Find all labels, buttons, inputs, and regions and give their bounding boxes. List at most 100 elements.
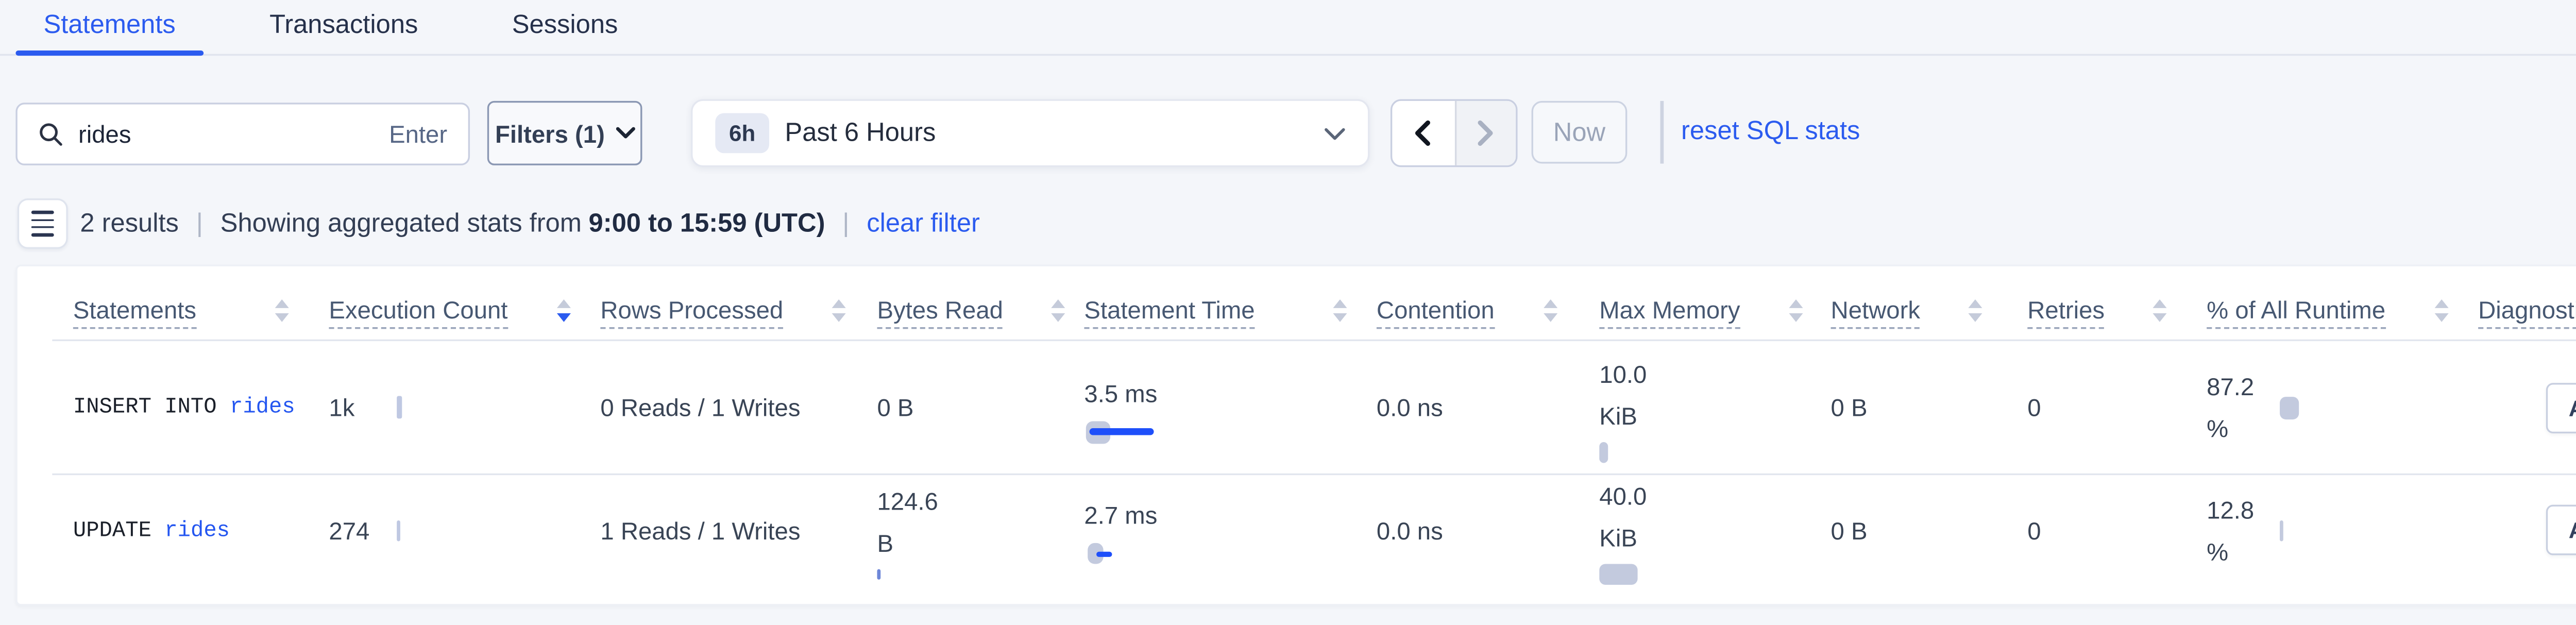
now-button-label: Now — [1553, 117, 1606, 147]
col-header-contention[interactable]: Contention — [1376, 296, 1599, 339]
sort-arrows-icon — [1543, 299, 1557, 322]
reset-sql-stats-link[interactable]: reset SQL stats — [1681, 116, 1860, 146]
max-memory-cell: 10.0 KiB — [1599, 352, 1831, 462]
execution-count-cell: 1k — [329, 386, 600, 428]
execution-count-bar — [397, 396, 402, 419]
column-selector-button[interactable] — [17, 198, 68, 249]
bytes-read-bar — [877, 569, 881, 580]
statement-time-bar — [1084, 420, 1223, 443]
bytes-read-cell: 0 B — [877, 393, 914, 421]
rows-processed-cell: 0 Reads / 1 Writes — [600, 393, 801, 421]
sort-arrows-icon — [1789, 299, 1803, 322]
tab-sessions-label: Sessions — [512, 10, 618, 40]
reset-sql-stats-label: reset SQL stats — [1681, 116, 1860, 146]
statement-table-name: rides — [164, 517, 230, 543]
statement-time-cell: 2.7 ms — [1084, 494, 1376, 565]
bytes-read-cell: 124.6 B — [877, 480, 1084, 580]
pct-runtime-cell: 12.8 % — [2207, 488, 2478, 572]
mean-bar — [1096, 551, 1112, 556]
max-memory-cell: 40.0 KiB — [1599, 475, 1831, 585]
active-tab-underline — [15, 50, 204, 56]
filters-label: Filters (1) — [495, 119, 605, 147]
pct-runtime-cell: 87.2 % — [2207, 365, 2478, 449]
chevron-right-icon — [1478, 120, 1494, 146]
toolbar-divider — [1660, 100, 1663, 164]
tab-transactions-label: Transactions — [269, 10, 418, 40]
diagnostics-cell: Activate — [2478, 382, 2576, 433]
filters-button[interactable]: Filters (1) — [487, 100, 642, 165]
sort-arrows-icon — [1333, 299, 1347, 322]
statement-link[interactable]: UPDATE rides — [73, 509, 329, 551]
results-separator: | — [196, 208, 203, 238]
statement-table-name: rides — [229, 395, 295, 420]
search-enter-hint: Enter — [389, 120, 448, 148]
statement-keyword: INSERT INTO — [73, 395, 217, 420]
time-range-arrow-group — [1390, 99, 1518, 167]
time-range-dropdown[interactable]: 6h Past 6 Hours — [691, 99, 1370, 167]
results-range-text: Showing aggregated stats from 9:00 to 15:… — [220, 208, 825, 238]
statements-table-card: Statements Execution Count Rows Processe… — [15, 264, 2576, 606]
col-header-retries[interactable]: Retries — [2027, 296, 2207, 339]
results-summary: 2 results | Showing aggregated stats fro… — [80, 207, 980, 239]
clear-filter-link[interactable]: clear filter — [867, 208, 980, 238]
max-memory-bar — [1599, 564, 1638, 585]
col-header-network[interactable]: Network — [1831, 296, 2028, 339]
chevron-left-icon — [1415, 120, 1431, 146]
col-header-execution-count[interactable]: Execution Count — [329, 296, 600, 339]
execution-count-cell: 274 — [329, 509, 600, 551]
contention-cell: 0.0 ns — [1376, 393, 1443, 421]
chevron-down-icon — [1325, 126, 1346, 140]
statement-time-bar — [1084, 543, 1223, 566]
tab-bar: Statements Transactions Sessions — [0, 0, 2576, 56]
col-header-max-memory[interactable]: Max Memory — [1599, 296, 1831, 339]
sort-arrows-icon-active-desc — [556, 299, 571, 322]
time-range-badge: 6h — [715, 113, 770, 154]
tab-statements-label: Statements — [43, 10, 176, 40]
col-header-pct-runtime[interactable]: % of All Runtime — [2207, 296, 2478, 339]
sort-arrows-icon — [832, 299, 846, 322]
retries-cell: 0 — [2027, 393, 2041, 421]
sort-arrows-icon — [2153, 299, 2167, 322]
mean-bar — [1089, 428, 1154, 435]
results-range-bold: 9:00 to 15:59 (UTC) — [588, 208, 825, 238]
sort-arrows-icon — [1969, 299, 1983, 322]
statement-time-cell: 3.5 ms — [1084, 371, 1376, 443]
diagnostics-cell: Activate — [2478, 504, 2576, 555]
now-button[interactable]: Now — [1531, 100, 1628, 164]
next-interval-button[interactable] — [1454, 100, 1516, 165]
previous-interval-button[interactable] — [1392, 101, 1454, 165]
network-cell: 0 B — [1831, 516, 1868, 544]
pct-runtime-bar — [2280, 519, 2283, 540]
col-header-diagnostics[interactable]: Diagnostics — [2478, 296, 2576, 339]
rows-processed-cell: 1 Reads / 1 Writes — [600, 516, 801, 544]
col-header-rows-processed[interactable]: Rows Processed — [600, 296, 877, 339]
col-header-statements[interactable]: Statements — [73, 296, 329, 339]
retries-cell: 0 — [2027, 516, 2041, 544]
sort-arrows-icon — [2434, 299, 2448, 322]
table-header-row: Statements Execution Count Rows Processe… — [52, 266, 2576, 342]
table-row: UPDATE rides 274 1 Reads / 1 Writes 124.… — [52, 475, 2576, 585]
tab-sessions[interactable]: Sessions — [484, 0, 646, 54]
chevron-down-icon — [615, 127, 635, 140]
search-input[interactable]: rides Enter — [15, 103, 470, 165]
tab-statements[interactable]: Statements — [15, 0, 204, 56]
network-cell: 0 B — [1831, 393, 1868, 421]
table-row: INSERT INTO rides 1k 0 Reads / 1 Writes … — [52, 341, 2576, 476]
statement-keyword: UPDATE — [73, 517, 151, 543]
contention-cell: 0.0 ns — [1376, 516, 1443, 544]
activate-diagnostics-button[interactable]: Activate — [2546, 504, 2576, 555]
max-memory-bar — [1599, 441, 1608, 462]
activate-diagnostics-button[interactable]: Activate — [2546, 382, 2576, 433]
execution-count-bar — [397, 519, 400, 540]
search-icon — [38, 122, 62, 146]
results-separator: | — [842, 208, 850, 238]
statements-table: Statements Execution Count Rows Processe… — [52, 266, 2576, 585]
results-count: 2 results — [80, 208, 179, 238]
statement-link[interactable]: INSERT INTO rides — [73, 386, 329, 428]
tab-transactions[interactable]: Transactions — [242, 0, 446, 54]
sort-arrows-icon — [275, 299, 289, 322]
sort-arrows-icon — [1052, 299, 1066, 322]
col-header-bytes-read[interactable]: Bytes Read — [877, 296, 1084, 339]
col-header-statement-time[interactable]: Statement Time — [1084, 296, 1376, 339]
